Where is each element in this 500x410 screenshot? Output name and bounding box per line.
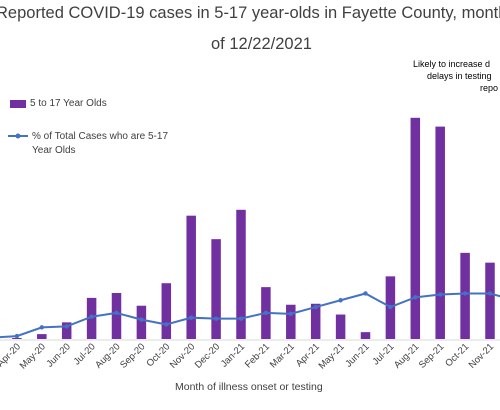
bar-aug-20 [111,293,122,339]
bar-sep-20 [136,305,147,339]
line-point-nov-21 [487,291,493,296]
x-tick-label: Sep-21 [417,341,446,370]
line-point-jan-21 [238,316,244,321]
line-point-mar-21 [288,311,293,317]
x-tick-label: Oct-20 [144,341,172,369]
annotation-line-2: delays in testing [427,71,492,81]
x-tick-label: Dec-20 [193,341,222,370]
annotation-line-1: Likely to increase d [413,59,491,69]
bar-jan-21 [236,209,246,339]
x-tick-label: Oct-21 [443,341,471,369]
bar-nov-21 [485,262,495,339]
line-point-oct-21 [462,291,468,296]
x-tick-label: May-20 [18,341,48,371]
line-point-jul-20 [89,314,94,319]
x-tick-label: Jan-21 [219,341,247,369]
line-point-may-21 [338,298,343,303]
line-point-dec-20 [213,316,219,321]
bar-nov-20 [186,215,196,339]
line-point-jul-21 [388,304,393,310]
line-point-sep-20 [139,317,144,322]
line-point-nov-20 [189,315,194,320]
bar-jun-20 [61,322,72,339]
bar-oct-20 [161,283,172,339]
bar-may-21 [335,314,346,339]
bar-aug-21 [410,117,421,340]
line-point-apr-20 [14,333,20,339]
line-point-oct-20 [164,322,169,327]
x-tick-label: Aug-20 [93,341,122,370]
x-tick-label: May-21 [317,341,347,371]
line-point-may-20 [39,325,44,330]
bar-sep-21 [435,126,445,339]
line-point-jun-21 [363,291,368,296]
chart-title-line-1: Reported COVID-19 cases in 5-17 year-old… [0,4,500,22]
x-tick-label: Jun-21 [343,341,371,369]
legend-swatch-line [8,133,28,139]
x-tick-label: Nov-20 [168,341,197,370]
x-tick-label: Feb-21 [243,341,272,370]
legend-line-swatch-marker [15,133,21,139]
x-tick-label: Nov-21 [467,341,496,370]
line-point-jun-20 [64,324,69,329]
legend-bar-swatch-rect [10,100,26,108]
x-tick-label: Jun-20 [44,341,72,369]
chart-title-line-2: of 12/22/2021 [211,35,312,53]
legend-label-bars: 5 to 17 Year Olds [30,98,107,109]
bar-mar-21 [286,304,296,339]
line-point-aug-20 [114,310,119,316]
legend-label-line: % of Total Cases who are 5-17 Year Olds [32,131,169,156]
line-point-sep-21 [438,292,443,297]
bar-dec-20 [211,239,221,339]
x-tick-label: Mar-21 [268,341,297,370]
annotation-line-3: repo [480,83,499,93]
bar-apr-21 [310,303,321,339]
line-series-percent [0,292,500,339]
x-axis-label: Month of illness onset or testing [175,381,323,393]
x-tick-label: Aug-21 [392,341,421,370]
bar-oct-21 [460,252,470,339]
line-point-aug-21 [413,295,418,300]
bar-jun-21 [360,332,371,339]
line-point-feb-21 [263,310,269,316]
x-tick-label: Sep-20 [118,341,147,370]
bar-may-20 [37,334,47,339]
bar-apr-20 [12,338,22,339]
line-point-apr-21 [313,304,318,310]
legend-swatch-bars [10,100,26,108]
